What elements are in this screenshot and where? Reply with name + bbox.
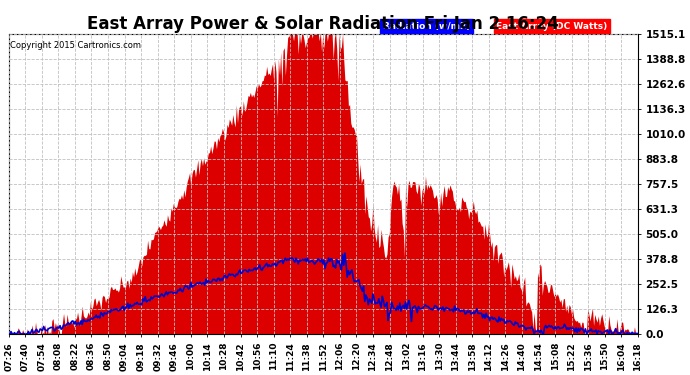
Text: East Array (DC Watts): East Array (DC Watts) xyxy=(496,22,608,31)
Title: East Array Power & Solar Radiation Fri Jan 2 16:24: East Array Power & Solar Radiation Fri J… xyxy=(88,15,559,33)
Text: Radiation (w/m2): Radiation (w/m2) xyxy=(383,22,471,31)
Text: Copyright 2015 Cartronics.com: Copyright 2015 Cartronics.com xyxy=(10,41,141,50)
